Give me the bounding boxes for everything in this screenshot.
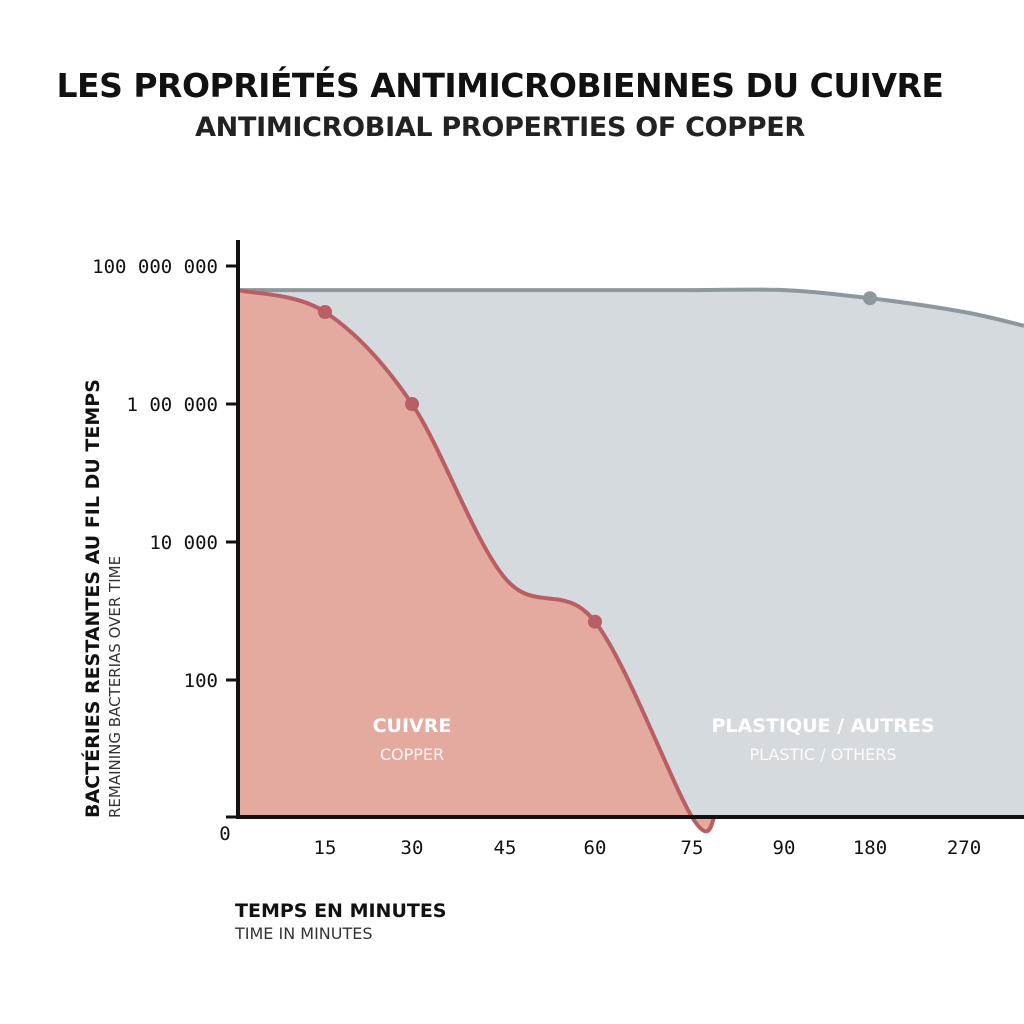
x-tick-label: 270 <box>947 837 981 859</box>
plastic-area-sublabel: PLASTIC / OTHERS <box>749 745 896 764</box>
series-markers <box>318 291 877 629</box>
chart-title: LES PROPRIÉTÉS ANTIMICROBIENNES DU CUIVR… <box>56 66 944 105</box>
copper-area-sublabel: COPPER <box>380 745 444 764</box>
copper-area-label: CUIVRE <box>373 715 452 737</box>
copper-line <box>237 288 717 834</box>
y-axis-sublabel: REMAINING BACTERIAS OVER TIME <box>106 555 124 818</box>
x-axis-label: TEMPS EN MINUTES <box>235 900 447 922</box>
x-tick-label: 60 <box>584 837 607 859</box>
x-tick-label: 180 <box>853 837 887 859</box>
x-axis-sublabel: TIME IN MINUTES <box>235 924 373 943</box>
y-tick-label: 1 00 000 <box>126 394 218 416</box>
x-tick-label: 75 <box>681 837 704 859</box>
x-tick-label: 15 <box>314 837 337 859</box>
copper-marker-15 <box>318 305 332 319</box>
y-ticks: 100 000 000 1 00 000 10 000 100 <box>92 256 238 819</box>
x-tick-label: 0 <box>219 823 230 845</box>
copper-marker-60 <box>588 614 602 629</box>
x-tick-label: 45 <box>494 837 517 859</box>
plastic-marker-180 <box>863 291 877 306</box>
x-axis-title: TEMPS EN MINUTES TIME IN MINUTES <box>235 900 447 943</box>
x-tick-label: 90 <box>773 837 796 859</box>
y-tick-label: 100 000 000 <box>92 256 218 278</box>
plastic-area-label: PLASTIQUE / AUTRES <box>712 715 935 737</box>
y-tick-label: 10 000 <box>149 532 218 554</box>
chart-subtitle: ANTIMICROBIAL PROPERTIES OF COPPER <box>195 112 805 143</box>
y-axis-title: BACTÉRIES RESTANTES AU FIL DU TEMPS REMA… <box>82 169 150 818</box>
y-tick-label: 100 <box>184 670 218 692</box>
y-axis-label: BACTÉRIES RESTANTES AU FIL DU TEMPS <box>82 379 104 818</box>
copper-marker-30 <box>405 397 419 411</box>
x-tick-label: 30 <box>401 837 424 859</box>
plastic-line <box>238 287 1024 328</box>
copper-area <box>238 290 715 832</box>
x-ticks: 0 15 30 45 60 75 90 180 270 <box>219 823 981 859</box>
